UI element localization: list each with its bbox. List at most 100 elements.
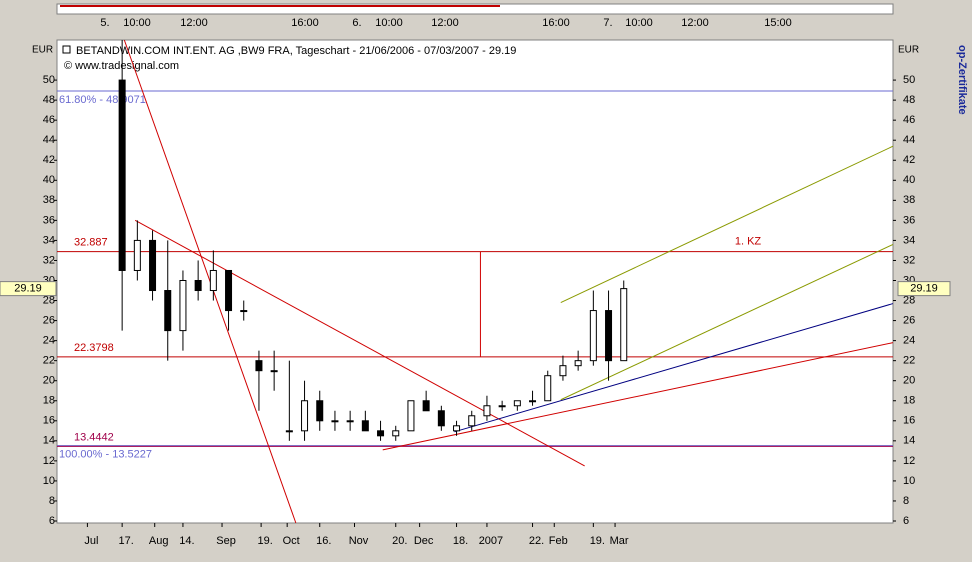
top-axis-label: 10:00 [625,17,653,29]
candle-body [301,400,309,432]
title-icon [62,45,71,54]
level-label: 13.4442 [74,431,114,443]
candle-body [225,269,233,312]
price-tag-label: 29.19 [910,283,938,295]
level-label: 100.00% - 13.5227 [59,449,152,461]
price-tag-label: 29.19 [14,283,42,295]
y-tick-label: 50 [903,74,915,86]
candle-body [589,310,597,362]
candle-body [194,279,202,292]
candle-body [316,400,324,422]
y-unit-left: EUR [32,45,53,56]
candle-body [574,360,582,367]
y-tick-label: 46 [43,114,55,126]
y-tick-label: 16 [43,415,55,427]
trendline [382,342,894,451]
candle-body [392,430,400,437]
annotation: 1. KZ [735,235,762,247]
y-unit-right: EUR [898,45,919,56]
candle-body [209,269,217,292]
candle-body [437,410,445,427]
y-tick-label: 38 [903,194,915,206]
y-tick-label: 32 [43,254,55,266]
top-axis-label: 7. [603,17,612,29]
y-tick-label: 6 [903,515,909,527]
y-tick-label: 18 [903,395,915,407]
y-tick-label: 10 [903,475,915,487]
y-tick-label: 22 [43,355,55,367]
y-tick-label: 10 [43,475,55,487]
level-label: 22.3798 [74,342,114,354]
y-tick-label: 20 [903,375,915,387]
x-tick-label: Dec [414,535,434,547]
price-tag [897,281,951,297]
candle-body [346,420,354,423]
y-tick-label: 8 [903,495,909,507]
y-tick-label: 46 [903,114,915,126]
x-tick-label: 18. [453,535,468,547]
level-label: 61.80% - 48.9071 [59,94,146,106]
y-tick-label: 14 [903,435,915,447]
x-tick-label: 19. [590,535,605,547]
candle-body [149,239,157,292]
level-label: 32.887 [74,236,108,248]
candle-body [513,400,521,407]
chart-subtitle: © www.tradesignal.com [64,60,179,72]
y-tick-label: 6 [49,515,55,527]
trendline [560,145,894,303]
y-tick-label: 26 [903,314,915,326]
candle-body [179,279,187,332]
candle-body [407,400,415,432]
top-axis-label: 10:00 [375,17,403,29]
candle-body [605,310,613,362]
y-tick-label: 28 [903,294,915,306]
y-tick-label: 48 [43,94,55,106]
x-tick-label: Mar [610,535,629,547]
y-tick-label: 44 [903,134,915,146]
x-tick-label: Oct [283,535,300,547]
candle-body [559,365,567,377]
candle-body [453,425,461,432]
top-axis-label: 16:00 [291,17,319,29]
top-strip [56,3,894,15]
candle-body [133,239,141,271]
top-axis-label: 15:00 [764,17,792,29]
y-tick-label: 50 [43,74,55,86]
candle-body [164,290,172,332]
y-tick-label: 16 [903,415,915,427]
trendline [134,219,585,467]
x-tick-label: Jul [84,535,98,547]
y-tick-label: 18 [43,395,55,407]
candle-body [240,310,248,313]
y-tick-label: 24 [43,335,55,347]
y-tick-label: 8 [49,495,55,507]
y-tick-label: 28 [43,294,55,306]
trendline [560,243,894,401]
top-axis-label: 12:00 [681,17,709,29]
candle-body [270,370,278,373]
candle-body [118,79,126,271]
y-tick-label: 12 [43,455,55,467]
top-axis-label: 10:00 [123,17,151,29]
price-tag [0,281,57,297]
x-tick-label: 16. [316,535,331,547]
x-tick-label: 19. [257,535,272,547]
side-text: op-Zertifikate [956,45,968,115]
y-tick-label: 38 [43,194,55,206]
candle-body [498,405,506,408]
y-tick-label: 40 [43,174,55,186]
x-tick-label: 20. [392,535,407,547]
candle-body [255,360,263,372]
candle-body [468,415,476,427]
x-tick-label: 22. [529,535,544,547]
y-tick-label: 36 [903,214,915,226]
y-tick-label: 32 [903,254,915,266]
top-axis-label: 5. [100,17,109,29]
x-tick-label: 14. [179,535,194,547]
candle-body [361,420,369,432]
x-tick-label: 2007 [479,535,503,547]
top-axis-label: 6. [352,17,361,29]
top-axis-label: 12:00 [431,17,459,29]
y-tick-label: 34 [43,234,55,246]
y-tick-label: 44 [43,134,55,146]
